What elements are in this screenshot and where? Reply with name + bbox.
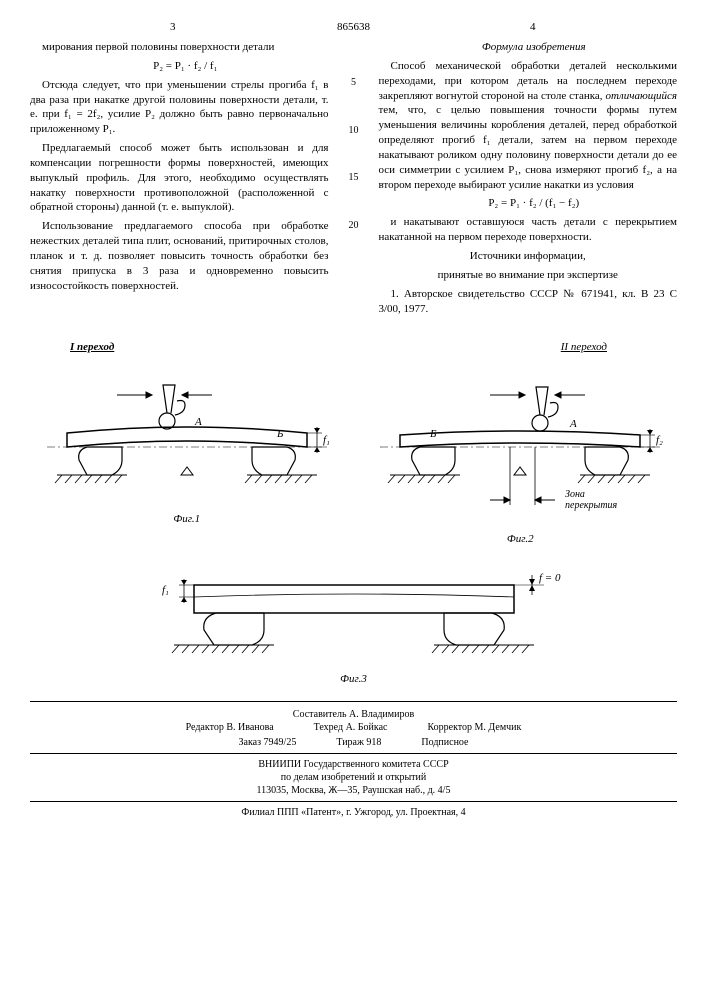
col-num-left: 3	[170, 20, 176, 35]
footer-org2: по делам изобретений и открытий	[30, 771, 677, 784]
right-p2: и накатывают оставшуюся часть детали с п…	[379, 215, 678, 245]
fig2-label-b: Б	[429, 428, 437, 440]
left-p1: мирования первой половины поверхности де…	[30, 40, 329, 55]
line-num: 10	[347, 124, 361, 138]
figure-1: I переход	[30, 340, 344, 547]
line-num: 20	[347, 219, 361, 233]
footer-addr2: Филиал ППП «Патент», г. Ужгород, ул. Про…	[30, 806, 677, 819]
figures-block: I переход	[30, 340, 677, 686]
fig2-svg: Б А f₂ Зона перекрытия	[370, 355, 670, 525]
fig1-label-a: А	[194, 416, 202, 428]
right-p3: 1. Авторское свидетельство СССР № 671941…	[379, 287, 678, 317]
fig1-title: I переход	[30, 340, 344, 355]
footer-subscription: Подписное	[421, 736, 468, 749]
left-p2: Отсюда следует, что при уменьшении стрел…	[30, 78, 329, 137]
line-num: 15	[347, 171, 361, 185]
footer-compiler: Составитель А. Владимиров	[30, 708, 677, 721]
right-p1: Способ механической обработки деталей не…	[379, 59, 678, 193]
fig2-caption: Фиг.2	[364, 532, 678, 547]
footer-org1: ВНИИПИ Государственного комитета СССР	[30, 758, 677, 771]
left-formula-1: P₂ = P₁ · f₂ / f₁	[30, 59, 329, 74]
fig1-caption: Фиг.1	[30, 512, 344, 527]
fig1-label-b: Б	[276, 428, 284, 440]
fig3-svg: f₁ f = 0	[144, 555, 564, 665]
sources-heading: Источники информации,	[379, 249, 678, 264]
line-num: 5	[347, 76, 361, 90]
left-p3: Предлагаемый способ может быть использов…	[30, 141, 329, 215]
footer-tech: Техред А. Бойкас	[314, 721, 388, 734]
fig2-zone2: перекрытия	[565, 500, 618, 511]
text-columns: мирования первой половины поверхности де…	[30, 40, 677, 320]
fig3-label-f0: f = 0	[539, 572, 561, 584]
footer-corrector: Корректор М. Демчик	[427, 721, 521, 734]
col-num-right: 4	[530, 20, 536, 35]
fig2-label-a: А	[569, 418, 577, 430]
fig2-title: II переход	[364, 340, 678, 355]
patent-number: 865638	[337, 20, 370, 35]
figure-2: II переход	[364, 340, 678, 547]
right-formula-1: P₂ = P₁ · f₂ / (f₁ − f₂)	[379, 196, 678, 211]
fig3-caption: Фиг.3	[30, 672, 677, 687]
footer-addr1: 113035, Москва, Ж—35, Раушская наб., д. …	[30, 784, 677, 797]
fig1-label-f: f₁	[323, 434, 330, 446]
footer-editor: Редактор В. Иванова	[186, 721, 274, 734]
footer-block: Составитель А. Владимиров Редактор В. Ив…	[30, 708, 677, 819]
fig1-svg: А Б f₁	[37, 355, 337, 505]
figure-3: f₁ f = 0 Фиг.3	[30, 555, 677, 687]
footer-divider	[30, 701, 677, 702]
left-p4: Использование предлагаемого способа при …	[30, 219, 329, 293]
fig2-label-f: f₂	[656, 434, 663, 446]
fig2-zone1: Зона	[565, 489, 585, 500]
claims-heading: Формула изобретения	[379, 40, 678, 55]
right-column: Формула изобретения Способ механической …	[379, 40, 678, 320]
footer-print-run: Тираж 918	[336, 736, 381, 749]
left-column: мирования первой половины поверхности де…	[30, 40, 329, 320]
sources-sub: принятые во внимание при экспертизе	[379, 268, 678, 283]
fig3-label-f1: f₁	[162, 584, 169, 596]
footer-order: Заказ 7949/25	[239, 736, 297, 749]
page-header: 3 865638 4	[30, 20, 677, 34]
line-number-gutter: 5 10 15 20	[347, 40, 361, 320]
